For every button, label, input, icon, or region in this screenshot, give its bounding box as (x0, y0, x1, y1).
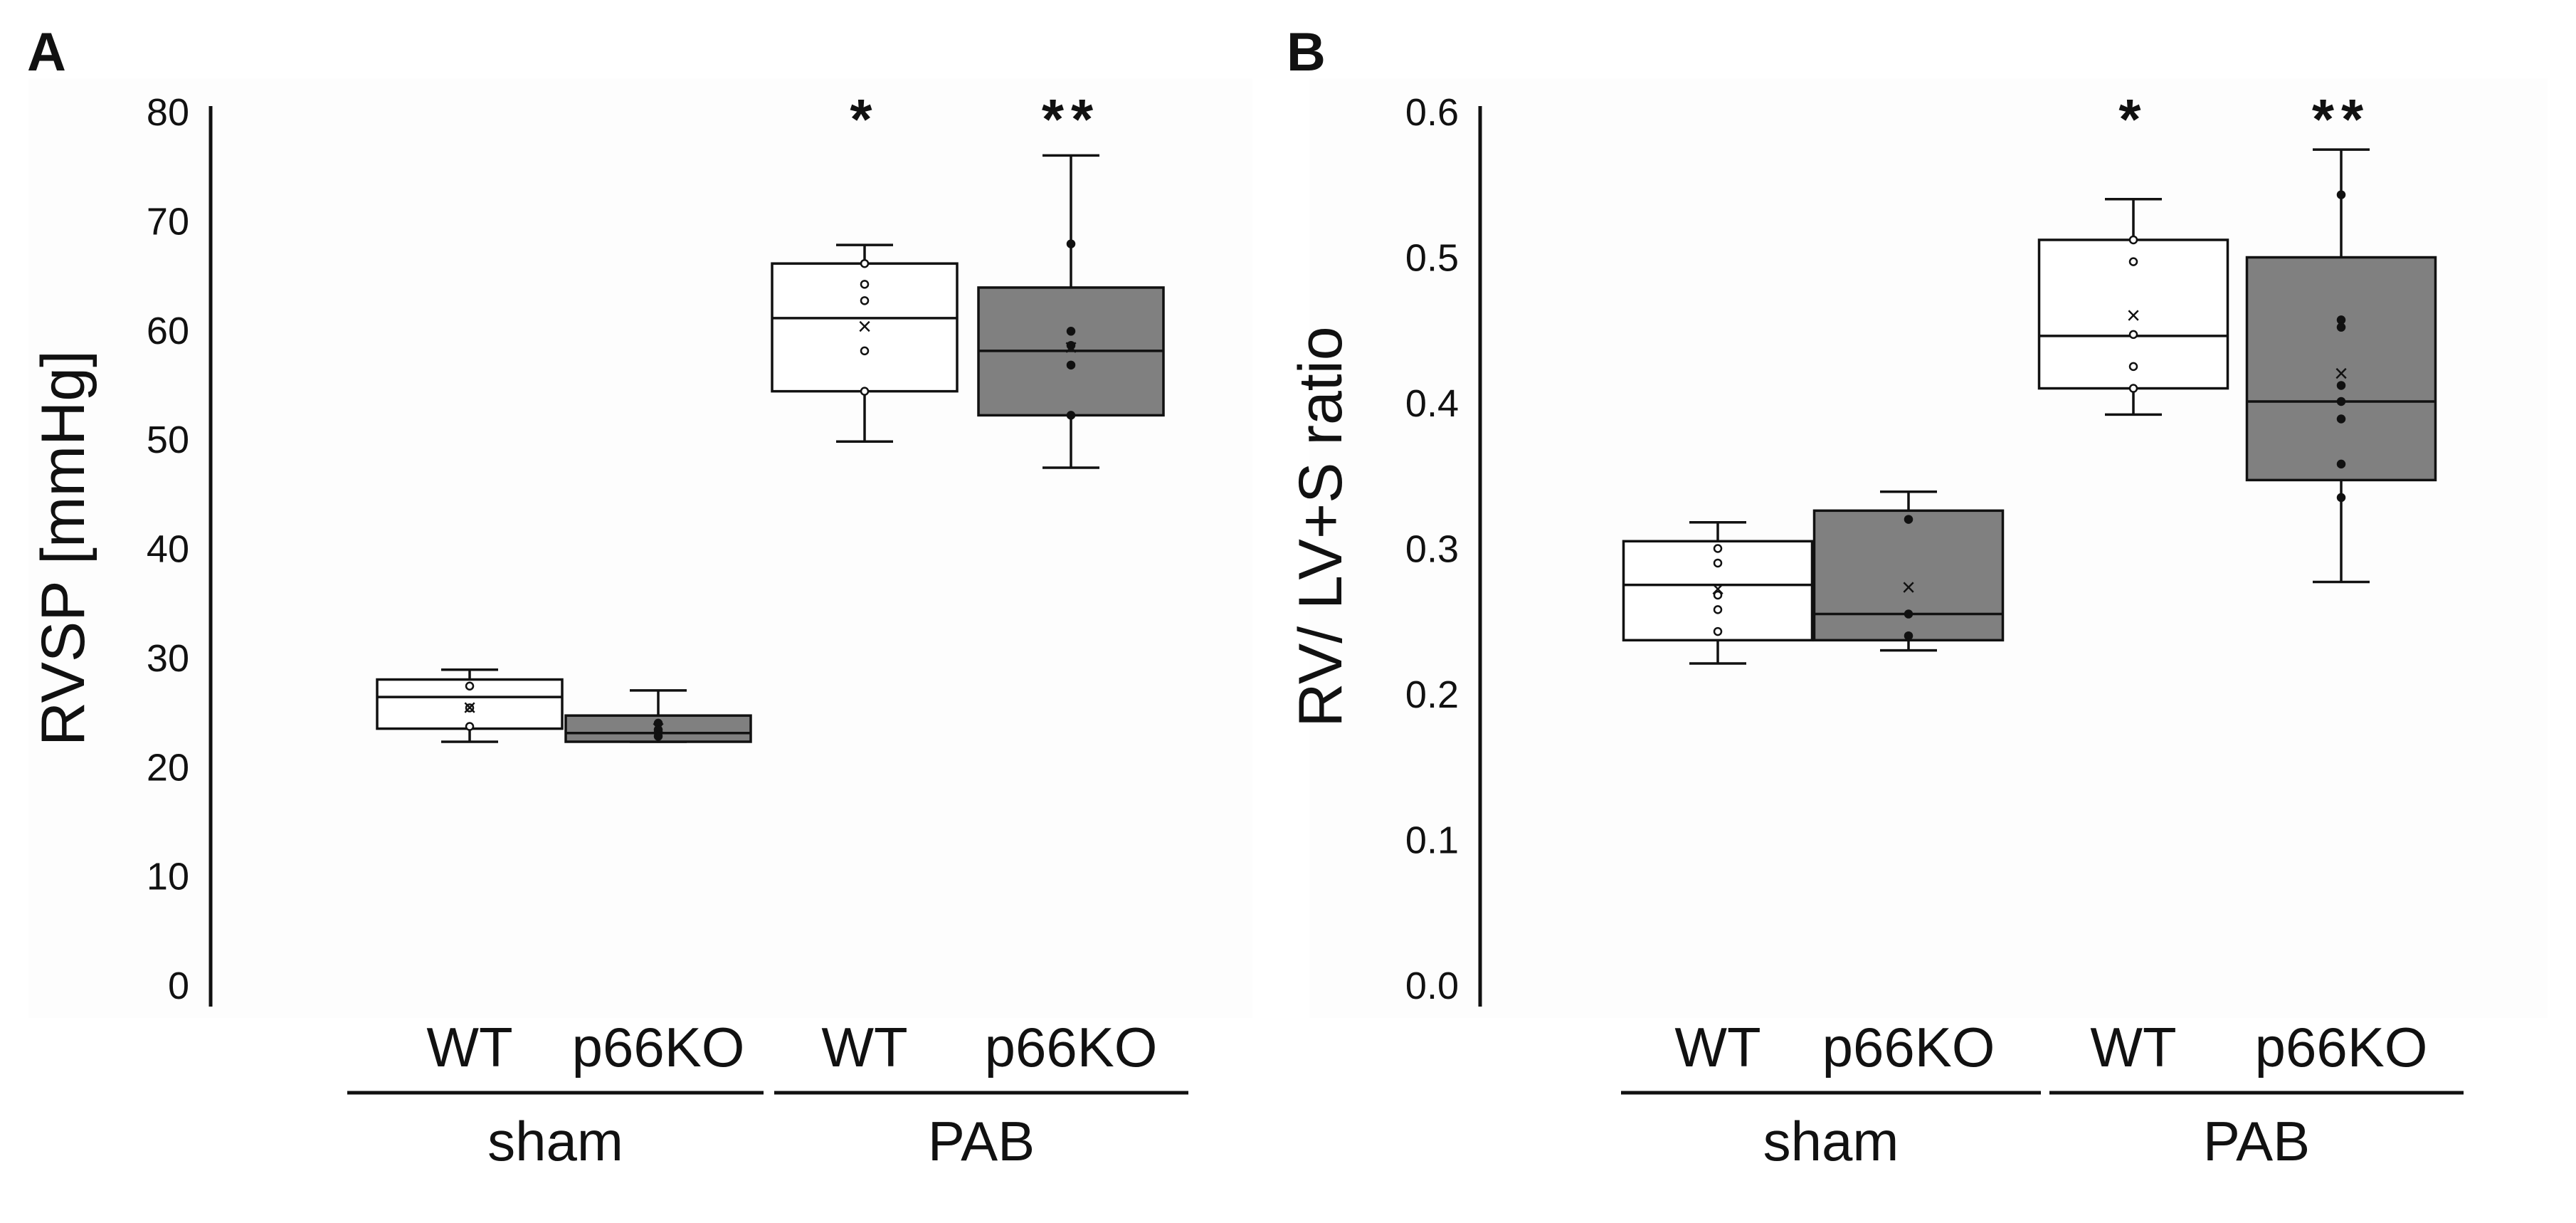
panel-b-y-tick-label: 0.0 (1405, 965, 1459, 1007)
panel-b-box-4-mean-marker: × (2334, 360, 2348, 387)
panel-a-category-label: WT (821, 1016, 907, 1078)
panel-b-box-3-data-point (2128, 235, 2138, 245)
panel-a-y-tick-label: 30 (147, 637, 189, 680)
panel-a-box-3-mean-marker: × (857, 313, 872, 340)
panel-a-group-label: PAB (928, 1110, 1035, 1172)
panel-a-box-3-data-point (860, 258, 870, 268)
panel-a-y-tick-label: 60 (147, 310, 189, 352)
panel-b-box-1-data-point (1713, 626, 1723, 636)
panel-b-group-label: sham (1763, 1110, 1899, 1172)
panel-a-box-4-data-point (1066, 360, 1076, 370)
panel-b-box-1-data-point (1713, 605, 1723, 614)
panel-b-box-1-data-point (1713, 590, 1723, 600)
panel-a-y-axis-title: RVSP [mmHg] (29, 350, 97, 746)
panel-b-y-axis-title: RV/ LV+S ratio (1287, 326, 1355, 727)
panel-b-category-label: WT (1674, 1016, 1761, 1078)
panel-b-box-3-data-point (2128, 257, 2138, 266)
panel-letter-a: A (27, 22, 66, 83)
panel-a-box-3-significance-marker: * (850, 88, 879, 151)
panel-b-box-4-data-point (2336, 397, 2346, 406)
panel-a-category-label: p66KO (985, 1016, 1158, 1078)
panel-a-background (28, 78, 1252, 1018)
panel-b-box-4-significance-marker: ** (2312, 88, 2370, 151)
panel-b-box-3-data-point (2128, 384, 2138, 393)
panel-b-box-3-data-point (2128, 362, 2138, 372)
panel-b-box-3-data-point (2128, 330, 2138, 340)
panel-b-y-tick-label: 0.6 (1405, 91, 1459, 134)
panel-b-box-4-data-point (2336, 190, 2346, 199)
panel-b-y-tick-label: 0.4 (1405, 382, 1459, 425)
panel-b-box-2-data-point (1904, 515, 1913, 524)
panel-a-box-1-data-point (465, 703, 475, 713)
panel-a-group-label: sham (487, 1110, 623, 1172)
panel-a-box-3-data-point (860, 387, 870, 396)
panel-b-box-3-mean-marker: × (2126, 302, 2140, 329)
panel-b-box-4-data-point (2336, 459, 2346, 469)
panel-a-y-tick-label: 50 (147, 419, 189, 461)
panel-a-box-2-mean-marker: × (651, 715, 665, 742)
panel-a-box-1-data-point (465, 681, 475, 691)
panel-a-box-4-data-point (1066, 327, 1076, 336)
panel-b-category-label: WT (2090, 1016, 2176, 1078)
panel-a-y-tick-label: 0 (168, 965, 189, 1007)
panel-b-category-label: p66KO (2255, 1016, 2428, 1078)
panel-a-box-3-data-point (860, 280, 870, 289)
panel-b-y-tick-label: 0.5 (1405, 237, 1459, 280)
panel-letter-b: B (1287, 22, 1326, 83)
panel-b-box-4-data-point (2336, 381, 2346, 390)
panel-b-box-4-data-point (2336, 322, 2346, 332)
panel-b-y-tick-label: 0.3 (1405, 528, 1459, 571)
panel-a-box-1-data-point (465, 722, 475, 731)
panel-b-category-label: p66KO (1822, 1016, 1995, 1078)
panel-a-category-label: WT (426, 1016, 512, 1078)
panel-a-y-tick-label: 20 (147, 746, 189, 789)
panel-b-box-2-data-point (1904, 609, 1913, 619)
panel-a-y-tick-label: 80 (147, 91, 189, 134)
panel-b-box-1-mean-marker: × (1711, 576, 1725, 603)
panel-a-category-label: p66KO (572, 1016, 745, 1078)
panel-b-y-tick-label: 0.1 (1405, 819, 1459, 862)
panel-a-y-tick-label: 70 (147, 200, 189, 243)
panel-b-box-1-data-point (1713, 558, 1723, 568)
panel-b-box-4-data-point (2336, 315, 2346, 325)
panel-b-box-4-data-point (2336, 493, 2346, 503)
panel-a-y-tick-label: 40 (147, 528, 189, 571)
panel-b-box-4-data-point (2336, 414, 2346, 424)
panel-b-group-label: PAB (2203, 1110, 2310, 1172)
panel-a-box-3-data-point (860, 346, 870, 356)
panel-b-y-tick-label: 0.2 (1405, 673, 1459, 716)
panel-b-box-2-mean-marker: × (1901, 574, 1916, 602)
panel-a-box-4-mean-marker: × (1064, 334, 1078, 361)
panel-b-box-2-data-point (1904, 631, 1913, 641)
panel-b-box-1-data-point (1713, 544, 1723, 553)
panel-b-box-4-body (2245, 256, 2437, 482)
panel-b-box-3-significance-marker: * (2118, 88, 2148, 151)
panel-a-box-4-significance-marker: ** (1042, 88, 1100, 151)
panel-a-box-3-data-point (860, 296, 870, 305)
panel-a-box-2-data-point (653, 718, 663, 728)
panel-b-box-2-body (1812, 509, 2005, 642)
panel-a-box-4-data-point (1066, 239, 1076, 248)
panel-a-box-1-mean-marker: × (463, 694, 477, 721)
panel-a-box-4-data-point (1066, 340, 1076, 350)
panel-a-box-4-data-point (1066, 411, 1076, 420)
panel-a-y-tick-label: 10 (147, 856, 189, 898)
